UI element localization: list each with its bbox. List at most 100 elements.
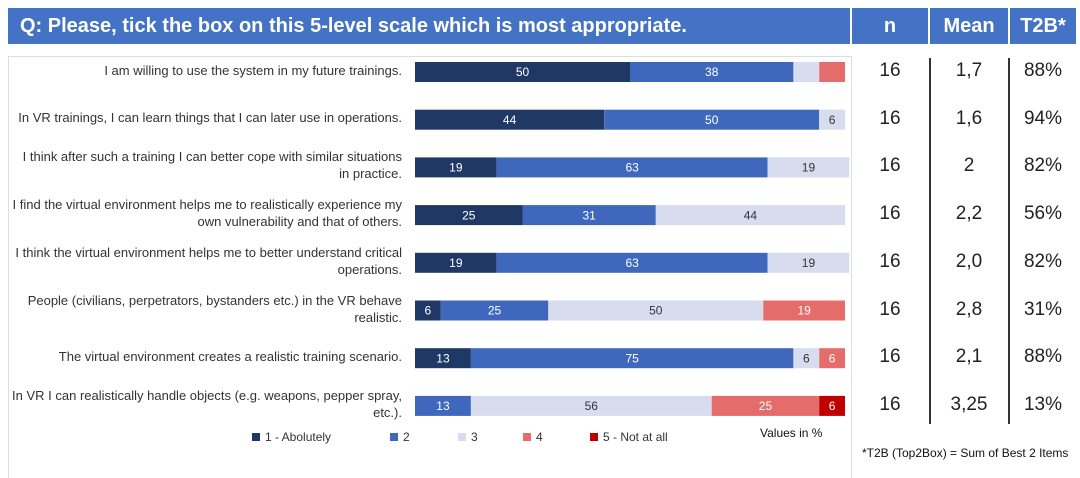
legend-swatch xyxy=(252,433,260,441)
data-label: 50 xyxy=(705,113,719,127)
data-label: 6 xyxy=(829,113,836,127)
category-label: I find the virtual environment helps me … xyxy=(12,197,402,230)
data-label: 6 xyxy=(425,304,432,318)
chart-title: Q: Please, tick the box on this 5-level … xyxy=(8,8,850,44)
table-cell: 1,6 xyxy=(955,107,983,129)
table-cell: 2,0 xyxy=(955,250,983,272)
table-header: T2B* xyxy=(1010,8,1076,44)
data-label: 44 xyxy=(503,113,517,127)
table-cell: 3,25 xyxy=(950,393,988,415)
bar-segment xyxy=(415,205,523,226)
table-cell: 16 xyxy=(879,393,901,415)
data-label: 25 xyxy=(488,304,502,318)
column-divider xyxy=(929,58,931,424)
bar-segment xyxy=(604,109,820,130)
table-cell: 94% xyxy=(1023,107,1063,129)
bar-segment xyxy=(415,395,471,416)
category-label: I am willing to use the system in my fut… xyxy=(104,62,402,78)
bar-segment xyxy=(819,62,845,82)
bar-segment xyxy=(711,395,820,416)
data-label: 19 xyxy=(802,161,816,175)
legend-label: 3 xyxy=(471,430,478,444)
bar-segment xyxy=(415,348,471,369)
data-label: 19 xyxy=(802,256,816,270)
legend-swatch xyxy=(590,433,598,441)
bar-segment xyxy=(819,348,845,369)
legend-label: 4 xyxy=(536,430,543,444)
bar-segment xyxy=(630,62,794,82)
data-label: 25 xyxy=(759,399,773,413)
table-cell: 82% xyxy=(1023,250,1063,272)
table-cell: 16 xyxy=(879,298,901,320)
table-cell: 88% xyxy=(1023,60,1063,81)
bar-segment xyxy=(440,300,549,321)
data-label: 19 xyxy=(449,256,463,270)
category-label: The virtual environment creates a realis… xyxy=(58,348,402,364)
data-label: 31 xyxy=(582,208,596,222)
bar-segment xyxy=(767,252,850,273)
legend-label: 2 xyxy=(403,430,410,444)
table-cell: 2,2 xyxy=(955,203,983,225)
legend-swatch xyxy=(458,433,466,441)
table-cell: 16 xyxy=(879,155,901,177)
bar-segment xyxy=(819,395,845,416)
data-label: 6 xyxy=(829,351,836,365)
table-cell: 2,8 xyxy=(955,298,983,320)
data-label: 13 xyxy=(436,351,450,365)
data-label: 63 xyxy=(625,161,639,175)
data-label: 6 xyxy=(803,351,810,365)
data-label: 63 xyxy=(625,256,639,270)
data-label: 50 xyxy=(516,65,530,79)
bar-segment xyxy=(767,157,850,178)
footnote: *T2B (Top2Box) = Sum of Best 2 Items xyxy=(862,446,1069,460)
data-label: 6 xyxy=(829,399,836,413)
legend-label: 5 - Not at all xyxy=(603,430,668,444)
table-cell: 2 xyxy=(963,155,975,177)
data-label: 44 xyxy=(744,208,758,222)
category-label: I think the virtual environment helps me… xyxy=(15,244,402,277)
table-cell: 56% xyxy=(1023,203,1063,225)
bar-segment xyxy=(415,252,497,273)
data-label: 19 xyxy=(449,161,463,175)
data-label: 50 xyxy=(649,304,663,318)
bar-segment xyxy=(470,395,712,416)
bar-segment xyxy=(763,300,845,321)
data-label: 19 xyxy=(797,304,811,318)
bar-segment xyxy=(470,348,794,369)
table-cell: 16 xyxy=(879,60,901,81)
table-cell: 31% xyxy=(1023,298,1063,320)
bar-segment xyxy=(819,109,845,130)
chart-note: Values in % xyxy=(760,426,823,440)
bar-segment xyxy=(415,300,441,321)
legend-label: 1 - Abolutely xyxy=(265,430,331,444)
table-cell: 1,7 xyxy=(955,60,983,81)
category-label: People (civilians, perpetrators, bystand… xyxy=(27,292,402,325)
table-cell: 82% xyxy=(1023,155,1063,177)
table-cell: 2,1 xyxy=(955,346,983,368)
bar-segment xyxy=(415,157,497,178)
legend-swatch xyxy=(390,433,398,441)
data-label: 38 xyxy=(705,65,719,79)
data-label: 75 xyxy=(625,351,639,365)
bar-segment xyxy=(415,109,605,130)
table-header: n xyxy=(852,8,928,44)
bar-segment xyxy=(496,157,768,178)
bar-segment xyxy=(655,205,845,226)
bar-segment xyxy=(415,62,630,82)
category-label: In VR I can realistically handle objects… xyxy=(12,387,402,420)
data-label: 13 xyxy=(436,399,450,413)
table-cell: 16 xyxy=(879,107,901,129)
chart-panel xyxy=(8,56,852,478)
bar-segment xyxy=(793,348,820,369)
table-header: Mean xyxy=(930,8,1008,44)
column-divider xyxy=(1008,58,1010,424)
bar-segment xyxy=(522,205,656,226)
bar-segment xyxy=(793,62,820,82)
table-cell: 16 xyxy=(879,346,901,368)
category-label: In VR trainings, I can learn things that… xyxy=(18,110,402,126)
data-label: 56 xyxy=(585,399,599,413)
data-label: 25 xyxy=(462,208,476,222)
legend-swatch xyxy=(523,433,531,441)
table-cell: 16 xyxy=(879,250,901,272)
